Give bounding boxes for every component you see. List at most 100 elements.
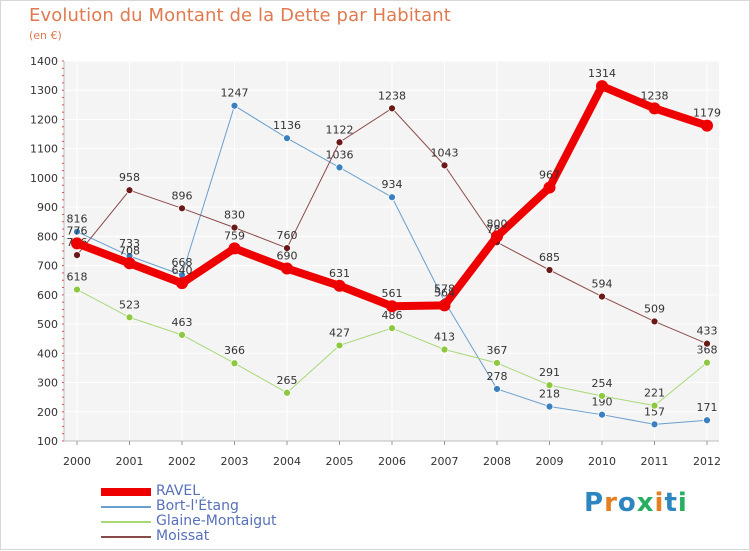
data-label: 368 xyxy=(697,344,718,357)
y-tick-label: 1200 xyxy=(30,113,58,126)
data-point xyxy=(283,134,291,143)
x-tick-label: 2009 xyxy=(536,455,564,468)
logo-letter: P xyxy=(584,488,605,518)
data-label: 759 xyxy=(224,229,245,242)
x-tick-label: 2012 xyxy=(693,455,721,468)
data-point xyxy=(598,410,606,419)
data-label: 157 xyxy=(644,405,665,418)
legend-swatch xyxy=(101,521,151,523)
data-label: 486 xyxy=(382,309,403,322)
data-point xyxy=(598,292,606,301)
data-point xyxy=(543,181,556,194)
data-point xyxy=(283,244,291,252)
data-label: 1043 xyxy=(431,146,459,159)
x-tick-label: 2007 xyxy=(431,455,459,468)
data-point xyxy=(388,324,396,333)
data-point xyxy=(545,266,554,274)
data-label: 733 xyxy=(119,237,140,250)
logo-letter: r xyxy=(604,488,618,518)
data-point xyxy=(388,104,396,113)
x-tick-label: 2001 xyxy=(116,455,144,468)
data-point xyxy=(596,80,608,93)
data-point xyxy=(73,227,81,236)
data-point xyxy=(71,237,83,250)
logo-letter: x xyxy=(636,488,655,518)
data-point xyxy=(335,341,344,350)
legend-swatch xyxy=(101,536,151,538)
data-point xyxy=(73,285,81,294)
data-point xyxy=(701,119,713,132)
data-label: 1238 xyxy=(378,89,406,102)
legend-swatch xyxy=(101,506,151,508)
data-label: 1036 xyxy=(326,148,354,161)
data-point xyxy=(440,161,449,170)
data-label: 463 xyxy=(172,316,193,329)
data-label: 413 xyxy=(434,331,455,344)
logo-letter: t xyxy=(664,488,678,518)
data-label: 218 xyxy=(539,388,560,401)
proxiti-logo: Proxiti xyxy=(584,488,688,518)
y-tick-label: 1300 xyxy=(30,84,58,97)
y-tick-label: 1400 xyxy=(30,55,58,68)
data-label: 760 xyxy=(277,229,298,242)
x-tick-label: 2008 xyxy=(483,455,511,468)
legend-swatch xyxy=(101,488,151,496)
data-label: 967 xyxy=(539,169,560,182)
data-label: 668 xyxy=(172,256,193,269)
data-label: 561 xyxy=(382,287,403,300)
series-moissat: 7369588968307601122123810437806855945094… xyxy=(67,89,718,348)
data-point xyxy=(440,345,449,354)
data-point xyxy=(438,299,451,312)
data-label: 1247 xyxy=(221,87,249,100)
legend-label: Bort-l'Étang xyxy=(156,498,239,514)
data-point xyxy=(176,277,188,290)
x-tick-label: 2000 xyxy=(63,455,91,468)
x-tick-label: 2010 xyxy=(588,455,616,468)
y-tick-label: 1000 xyxy=(30,172,58,185)
data-label: 509 xyxy=(644,302,665,315)
y-tick-label: 1100 xyxy=(30,143,58,156)
data-label: 631 xyxy=(329,267,350,280)
legend-item: RAVEL xyxy=(101,483,361,500)
x-tick-label: 2011 xyxy=(641,455,669,468)
data-label: 433 xyxy=(697,325,718,338)
legend-label: Glaine-Montaigut xyxy=(156,513,277,529)
series-glaine-montaigut: 618 523 463 366 265 427 486 413 367 291 254 221 368 xyxy=(67,271,718,410)
data-label: 690 xyxy=(277,250,298,263)
x-tick-label: 2003 xyxy=(221,455,249,468)
data-label: 800 xyxy=(487,217,508,230)
data-label: 278 xyxy=(487,370,508,383)
data-point xyxy=(648,102,661,115)
data-label: 618 xyxy=(67,271,88,284)
data-point xyxy=(230,101,239,110)
data-label: 265 xyxy=(277,374,298,387)
data-label: 1314 xyxy=(588,67,616,80)
data-label: 1136 xyxy=(273,119,301,132)
y-tick-label: 500 xyxy=(37,318,58,331)
legend-item: Glaine-Montaigut xyxy=(101,513,361,530)
data-point xyxy=(228,242,241,255)
data-label: 523 xyxy=(119,298,140,311)
data-label: 958 xyxy=(119,171,140,184)
data-label: 708 xyxy=(119,244,140,257)
data-point xyxy=(493,385,501,393)
x-tick-label: 2002 xyxy=(168,455,196,468)
data-label: 830 xyxy=(224,209,245,222)
y-tick-label: 400 xyxy=(37,347,58,360)
data-point xyxy=(386,300,398,313)
data-point xyxy=(281,262,293,275)
y-tick-label: 900 xyxy=(37,201,58,214)
logo-letter: o xyxy=(617,488,637,518)
data-point xyxy=(178,204,186,213)
data-point xyxy=(388,193,396,202)
data-point xyxy=(230,359,239,368)
data-label: 1179 xyxy=(693,107,721,120)
data-point xyxy=(703,339,711,348)
data-point xyxy=(545,402,554,411)
data-point xyxy=(283,388,291,397)
chart-unit: (en €) xyxy=(29,29,62,42)
y-tick-label: 700 xyxy=(37,260,58,273)
